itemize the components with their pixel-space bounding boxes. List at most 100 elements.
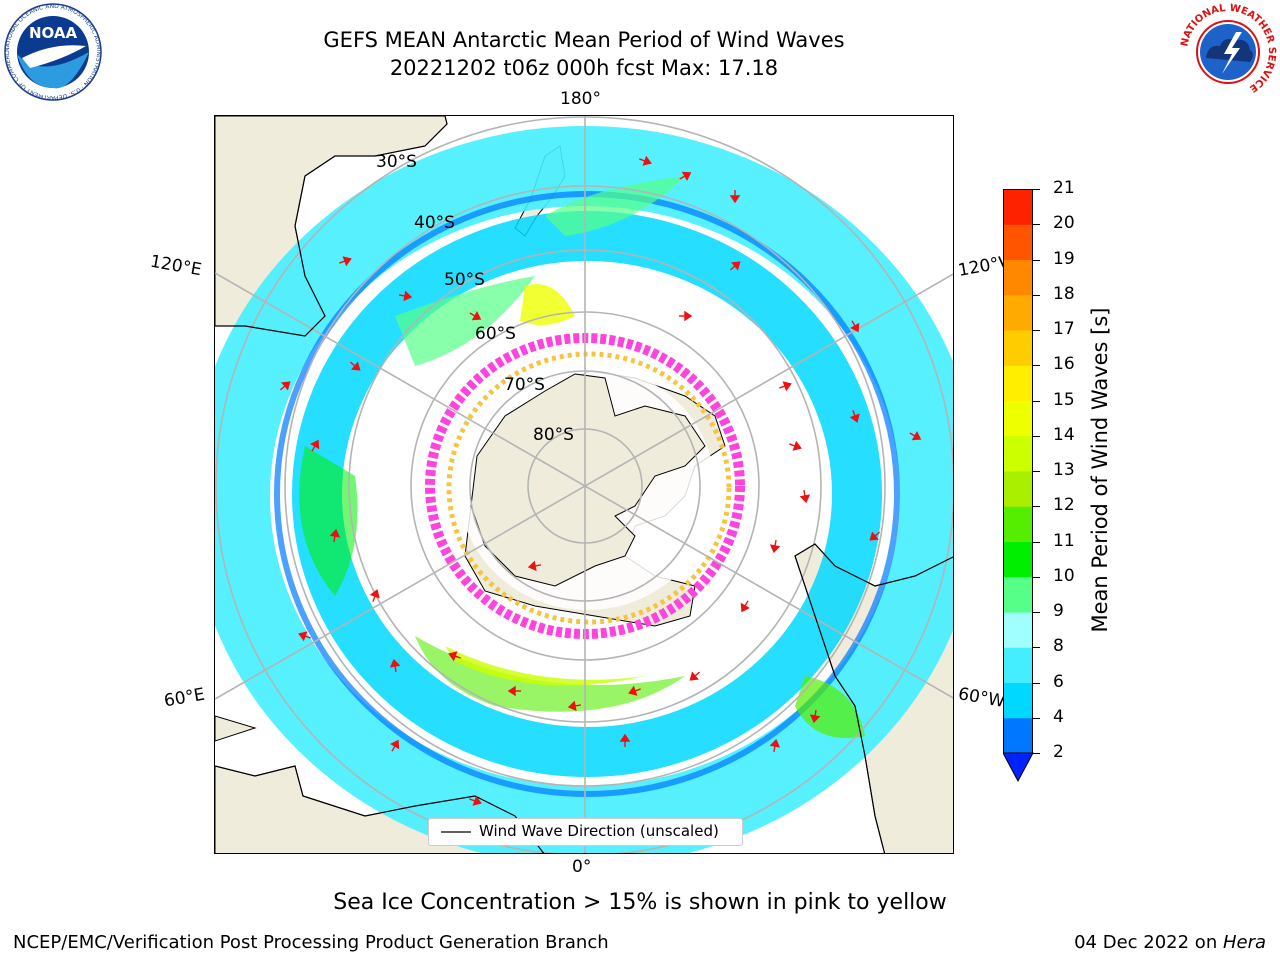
colorbar-tick-label: 19 xyxy=(1053,248,1075,269)
colorbar-tick-mark xyxy=(1033,189,1040,190)
colorbar-tick-mark xyxy=(1033,330,1040,331)
colorbar-tick-mark xyxy=(1033,576,1040,578)
arrow xyxy=(679,171,692,181)
colorbar-tick-label: 17 xyxy=(1053,319,1075,339)
arrow xyxy=(769,539,781,554)
wave-patch-green-south xyxy=(415,636,685,712)
colorbar-title: Mean Period of Wind Waves [s] xyxy=(1088,307,1112,633)
colorbar-band xyxy=(1003,224,1033,260)
colorbar-tick-mark xyxy=(1033,541,1040,543)
arrow xyxy=(729,190,741,204)
arrow xyxy=(639,155,652,166)
colorbar-tick-mark xyxy=(1033,400,1040,402)
lon-label-60w: 60°W xyxy=(956,684,1007,712)
wave-patch-green-se xyxy=(795,676,865,738)
map-frame xyxy=(214,115,954,854)
wave-patch-yellow-south xyxy=(445,646,645,686)
antarctica-continent xyxy=(470,373,706,587)
arrow xyxy=(448,651,461,662)
arrow xyxy=(740,600,750,613)
colorbar-tick-mark xyxy=(1033,717,1040,719)
arrow xyxy=(729,261,741,271)
colorbar-tick-label: 13 xyxy=(1053,460,1075,480)
colorbar-tick-label: 21 xyxy=(1053,178,1075,198)
lat-label-30s: 30°S xyxy=(376,152,417,172)
lon-label-180: 180° xyxy=(560,89,601,109)
arrow xyxy=(469,311,482,321)
arrow xyxy=(527,560,542,572)
lat-label-50s: 50°S xyxy=(444,270,485,290)
colorbar-band xyxy=(1003,259,1033,296)
colorbar-tick-mark xyxy=(1033,471,1040,472)
colorbar-band xyxy=(1003,576,1033,613)
footer-date: 04 Dec 2022 on Hera xyxy=(1074,932,1266,953)
colorbar-tick-label: 12 xyxy=(1053,495,1075,516)
colorbar-tick-label: 20 xyxy=(1053,213,1075,234)
colorbar-band xyxy=(1003,612,1033,648)
map-legend: Wind Wave Direction (unscaled) xyxy=(428,818,743,846)
arrow xyxy=(390,739,400,752)
colorbar-tick-label: 18 xyxy=(1053,283,1075,304)
lat-label-40s: 40°S xyxy=(414,213,455,233)
arrow xyxy=(779,381,792,392)
arrow xyxy=(369,589,380,602)
colorbar-tick-mark xyxy=(1033,224,1040,226)
title-line-2: 20221202 t06z 000h fcst Max: 17.18 xyxy=(389,56,779,80)
footer-branch: NCEP/EMC/Verification Post Processing Pr… xyxy=(13,932,609,953)
colorbar-tick-mark xyxy=(1033,753,1040,754)
colorbar-extend-triangle xyxy=(1003,752,1034,783)
arrow xyxy=(689,671,701,681)
arrow xyxy=(809,709,821,724)
sea-ice-caption: Sea Ice Concentration > 15% is shown in … xyxy=(333,890,947,915)
arrow xyxy=(869,531,881,541)
colorbar-tick-label: 9 xyxy=(1053,601,1064,621)
wind-wave-arrows xyxy=(279,155,922,806)
colorbar-band xyxy=(1003,541,1033,578)
coast-south-america xyxy=(794,543,953,853)
colorbar-tick-mark xyxy=(1033,682,1040,684)
coastlines xyxy=(215,116,953,853)
colorbar-tick-label: 6 xyxy=(1053,671,1064,692)
colorbar-band xyxy=(1003,435,1033,472)
footer-host: Hera xyxy=(1222,932,1266,953)
colorbar-tick-label: 8 xyxy=(1053,636,1064,657)
graticule xyxy=(215,116,953,853)
arrow xyxy=(679,310,693,322)
colorbar-tick-mark xyxy=(1033,506,1040,508)
colorbar-band xyxy=(1003,365,1033,401)
arrow xyxy=(789,440,802,451)
colorbar-tick-mark xyxy=(1033,612,1040,613)
colorbar-band xyxy=(1003,330,1033,366)
colorbar-band xyxy=(1003,506,1033,542)
colorbar-tick-mark xyxy=(1033,647,1040,649)
wave-patch-green-west xyxy=(299,446,358,596)
arrow xyxy=(329,528,341,543)
colorbar xyxy=(1003,189,1034,783)
arrow xyxy=(398,290,413,302)
colorbar-tick-label: 10 xyxy=(1053,565,1075,586)
arrow xyxy=(469,795,482,806)
arrow xyxy=(389,658,401,673)
lat-label-70s: 70°S xyxy=(504,375,545,395)
wave-patch-green-north xyxy=(545,176,685,236)
legend-label: Wind Wave Direction (unscaled) xyxy=(479,822,719,840)
arrow xyxy=(769,738,781,753)
title-line-1: GEFS MEAN Antarctic Mean Period of Wind … xyxy=(323,28,845,52)
lon-label-60e: 60°E xyxy=(162,684,207,712)
colorbar-band xyxy=(1003,682,1033,719)
colorbar-border xyxy=(1003,189,1033,754)
wave-patch-green-nw xyxy=(395,276,535,366)
noaa-logo: NATIONAL OCEANIC AND ATMOSPHERIC ADMINIS… xyxy=(0,2,102,101)
colorbar-tick-label: 15 xyxy=(1053,389,1075,410)
wave-patch-blue-rim xyxy=(274,191,900,797)
polar-map xyxy=(215,116,953,853)
colorbar-band xyxy=(1003,400,1033,437)
noaa-text: NOAA xyxy=(29,24,78,42)
colorbar-tick-mark xyxy=(1033,365,1040,367)
colorbar-tick-mark xyxy=(1033,294,1040,296)
colorbar-tick-label: 2 xyxy=(1053,742,1064,762)
arrow xyxy=(619,733,631,747)
meridian-120e-60w xyxy=(215,272,953,699)
arrow xyxy=(310,439,320,452)
colorbar-tick-label: 11 xyxy=(1053,530,1075,551)
